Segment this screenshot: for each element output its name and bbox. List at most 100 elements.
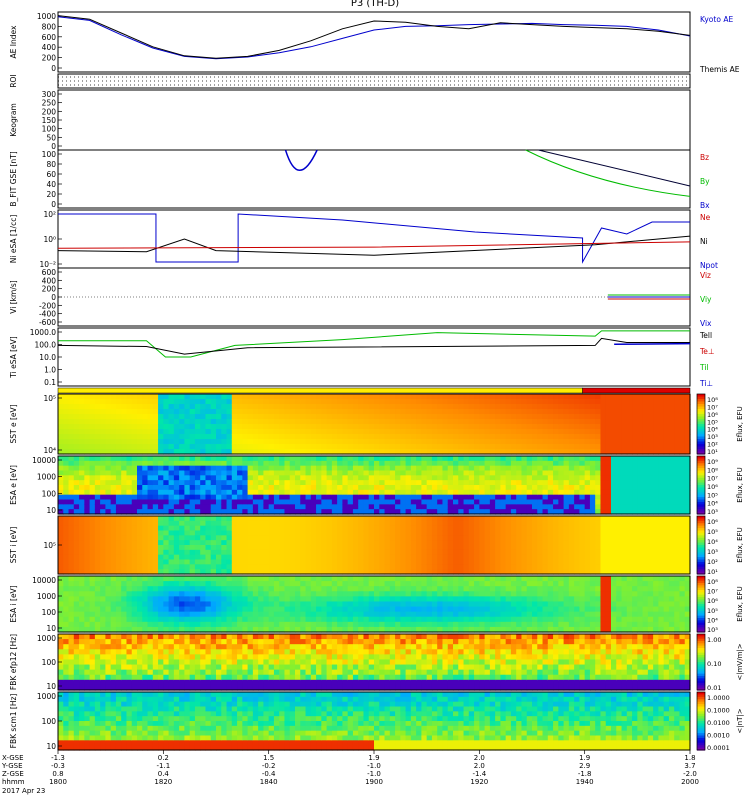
- spectrogram-cell: [558, 460, 565, 467]
- spectrogram-cell: [258, 591, 264, 597]
- spectrogram-cell: [479, 530, 486, 536]
- spectrogram-cell: [58, 509, 64, 515]
- spectrogram-cell: [653, 424, 659, 430]
- spectrogram-cell: [574, 540, 580, 546]
- spectrogram-cell: [221, 525, 228, 532]
- spectrogram-cell: [226, 616, 233, 623]
- spectrogram-cell: [526, 504, 533, 510]
- spectrogram-cell: [416, 485, 422, 491]
- spectrogram-cell: [595, 429, 602, 435]
- spectrogram-cell: [400, 429, 407, 435]
- spectrogram-cell: [553, 525, 559, 532]
- spectrogram-cell: [484, 394, 491, 400]
- y-axis-label: ESA e [eV]: [9, 465, 18, 505]
- spectrogram-cell: [237, 419, 243, 425]
- spectrogram-cell: [421, 399, 428, 405]
- spectrogram-cell: [605, 494, 612, 501]
- spectrogram-cell: [131, 549, 138, 556]
- spectrogram-cell: [184, 535, 191, 541]
- spectrogram-cell: [189, 465, 196, 472]
- spectrogram-cell: [647, 399, 654, 405]
- y-tick-label: 400: [42, 43, 57, 52]
- spectrogram-cell: [431, 530, 438, 536]
- spectrogram-cell: [126, 449, 133, 455]
- spectrogram-cell: [331, 470, 338, 476]
- spectrogram-cell: [605, 564, 612, 570]
- spectrogram-cell: [94, 475, 101, 481]
- spectrogram-cell: [258, 409, 264, 415]
- spectrogram-cell: [200, 499, 207, 505]
- spectrogram-cell: [110, 564, 117, 570]
- spectrogram-cell: [115, 626, 122, 633]
- spectrogram-cell: [368, 460, 375, 467]
- spectrogram-cell: [458, 494, 465, 501]
- spectrogram-cell: [368, 465, 375, 472]
- spectrogram-cell: [595, 394, 602, 400]
- spectrogram-cell: [58, 404, 64, 410]
- spectrogram-cell: [221, 626, 228, 633]
- spectrogram-cell: [100, 564, 106, 570]
- spectrogram-cell: [484, 439, 491, 445]
- spectrogram-cell: [384, 499, 391, 505]
- spectrogram-cell: [405, 540, 412, 546]
- spectrogram-cell: [574, 549, 580, 556]
- spectrogram-cell: [532, 404, 538, 410]
- spectrogram-cell: [316, 449, 322, 455]
- spectrogram-cell: [663, 414, 670, 420]
- spectrogram-cell: [437, 525, 444, 532]
- spectrogram-cell: [242, 520, 249, 527]
- spectrogram-cell: [100, 460, 106, 467]
- spectrogram-cell: [63, 554, 70, 561]
- spectrogram-cell: [295, 434, 301, 440]
- spectrogram-cell: [326, 424, 333, 430]
- spectrogram-cell: [131, 480, 138, 486]
- spectrogram-cell: [300, 559, 307, 565]
- spectrogram-cell: [131, 576, 138, 582]
- spectrogram-cell: [463, 545, 470, 551]
- spectrogram-cell: [363, 499, 370, 505]
- spectrogram-cell: [137, 494, 143, 501]
- spectrogram-cell: [89, 499, 96, 505]
- spectrogram-cell: [463, 480, 470, 486]
- spectrogram-cell: [247, 516, 254, 522]
- spectrogram-cell: [431, 470, 438, 476]
- spectrogram-cell: [421, 520, 428, 527]
- spectrogram-cell: [110, 525, 117, 532]
- spectrogram-cell: [453, 535, 459, 541]
- spectrogram-cell: [79, 530, 85, 536]
- spectrogram-cell: [684, 494, 691, 501]
- spectrogram-cell: [474, 489, 480, 496]
- spectrogram-cell: [152, 621, 159, 628]
- spectrogram-cell: [679, 499, 686, 505]
- spectrogram-cell: [189, 586, 196, 592]
- spectrogram-cell: [558, 424, 565, 430]
- spectrogram-cell: [410, 394, 417, 400]
- spectrogram-cell: [589, 419, 596, 425]
- spectrogram-cell: [505, 470, 512, 476]
- spectrogram-cell: [484, 399, 491, 405]
- spectrogram-cell: [79, 480, 85, 486]
- spectrogram-cell: [300, 460, 307, 467]
- spectrogram-cell: [463, 419, 470, 425]
- spectrogram-cell: [368, 545, 375, 551]
- spectrogram-cell: [431, 456, 438, 462]
- spectrogram-cell: [131, 591, 138, 597]
- spectrogram-cell: [574, 535, 580, 541]
- spectrogram-cell: [595, 516, 602, 522]
- spectrogram-cell: [210, 465, 217, 472]
- spectrogram-cell: [437, 530, 444, 536]
- spectrogram-cell: [126, 626, 133, 633]
- spectrogram-cell: [347, 456, 354, 462]
- spectrogram-cell: [358, 494, 365, 501]
- spectrogram-cell: [663, 434, 670, 440]
- spectrogram-cell: [500, 504, 507, 510]
- spectrogram-cell: [110, 596, 117, 603]
- spectrogram-cell: [321, 564, 328, 570]
- spectrogram-cell: [231, 616, 238, 623]
- spectrogram-cell: [326, 449, 333, 455]
- spectrogram-cell: [100, 530, 106, 536]
- spectrogram-cell: [579, 504, 586, 510]
- spectrogram-cell: [526, 424, 533, 430]
- spectrogram-cell: [194, 460, 201, 467]
- spectrogram-cell: [194, 581, 201, 587]
